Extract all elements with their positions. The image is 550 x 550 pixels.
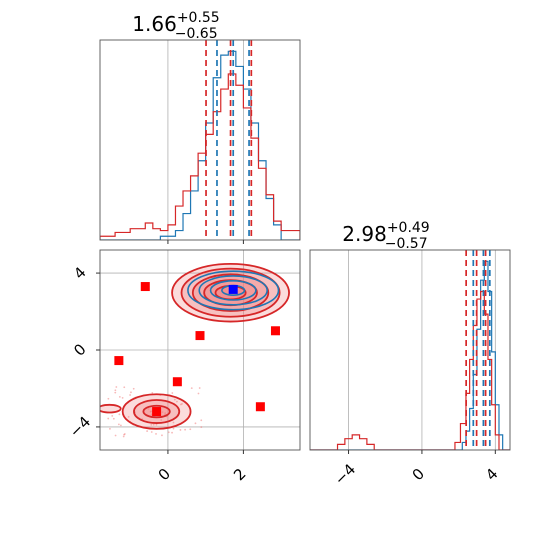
joint-sample-point xyxy=(151,392,154,394)
joint-sample-point xyxy=(173,398,176,401)
joint-sample-point xyxy=(167,431,170,434)
hx1-hist-red xyxy=(100,73,300,240)
joint-x-tick-label: 2 xyxy=(230,465,249,484)
joint-marker-red xyxy=(195,331,205,341)
hx1-title: 1.66+0.55 −0.65 xyxy=(132,10,219,42)
joint-sample-point xyxy=(132,387,135,390)
hx2-hist-blue xyxy=(310,260,510,450)
joint-sample-point xyxy=(200,426,203,428)
hx1-title-sup: +0.55 xyxy=(177,10,220,26)
joint-sample-point xyxy=(107,417,110,420)
joint-sample-point xyxy=(149,410,152,413)
joint-sample-point xyxy=(179,403,182,406)
joint-x-tick-label: 0 xyxy=(155,465,174,484)
joint-sample-point xyxy=(123,386,126,389)
hx2-title-sup: +0.49 xyxy=(387,220,430,236)
joint-sample-point xyxy=(200,419,203,422)
joint-sample-point xyxy=(171,431,173,434)
joint-sample-point xyxy=(147,408,150,410)
joint-y-tick-label: 4 xyxy=(70,263,89,282)
joint-sample-point xyxy=(107,397,110,400)
joint-plot-area xyxy=(100,262,290,438)
joint-sample-point xyxy=(115,386,118,388)
joint-sample-point xyxy=(117,423,120,426)
joint-sample-point xyxy=(114,389,117,392)
joint-y-tick-label: 0 xyxy=(70,340,89,359)
hx1-title-value: 1.66 xyxy=(132,12,177,36)
joint-sample-point xyxy=(109,427,111,430)
joint-sample-point xyxy=(146,430,149,432)
hx2-axes-frame xyxy=(309,249,511,451)
hx2-title: 2.98+0.49 −0.57 xyxy=(342,220,429,252)
joint-sample-point xyxy=(155,433,157,435)
hx1-ticks xyxy=(167,240,244,244)
joint-sample-point xyxy=(172,421,175,424)
joint-sample-point xyxy=(176,400,178,403)
joint-sample-point xyxy=(190,387,193,390)
marginal-hist-x2-panel: −4 0 4 2.98+0.49 −0.57 xyxy=(309,220,511,489)
joint-marker-red xyxy=(172,377,182,387)
joint-sample-point xyxy=(189,428,192,431)
joint-sample-point xyxy=(155,423,158,426)
joint-contour-red xyxy=(100,403,122,414)
hx2-title-value: 2.98 xyxy=(342,222,387,246)
joint-sample-point xyxy=(118,413,121,416)
joint-marker-blue xyxy=(228,284,238,294)
hx2-hist-red xyxy=(310,290,510,450)
hx2-x-tick-label: 4 xyxy=(482,465,501,484)
joint-sample-point xyxy=(160,419,163,421)
joint-marker-red xyxy=(270,326,280,336)
joint-sample-point xyxy=(194,422,197,425)
joint-sample-point xyxy=(129,394,131,396)
joint-sample-point xyxy=(197,392,200,395)
joint-sample-point xyxy=(161,411,164,414)
hx1-title-sub: −0.65 xyxy=(175,26,218,42)
joint-sample-point xyxy=(172,427,175,430)
joint-sample-point xyxy=(123,433,125,436)
joint-sample-point xyxy=(130,391,132,394)
joint-sample-point xyxy=(118,395,121,398)
joint-sample-point xyxy=(152,423,155,426)
hx2-ticks: −4 0 4 xyxy=(331,450,502,489)
joint-sample-point xyxy=(127,415,130,418)
joint-marker-red xyxy=(140,282,150,292)
marginal-hist-x1-panel: 1.66+0.55 −0.65 xyxy=(99,10,301,244)
joint-sample-point xyxy=(171,392,174,394)
joint-contour-blue xyxy=(187,270,280,311)
joint-contour-blue xyxy=(209,279,257,301)
hx2-plot-area xyxy=(310,250,510,450)
joint-sample-point xyxy=(179,429,182,431)
hx1-axes-frame xyxy=(99,39,301,241)
joint-sample-point xyxy=(111,415,114,417)
hx2-title-sub: −0.57 xyxy=(385,236,428,252)
joint-sample-point xyxy=(198,387,201,389)
hx2-x-tick-label: −4 xyxy=(331,460,359,488)
joint-grid xyxy=(100,250,300,450)
joint-sample-point xyxy=(184,428,187,431)
joint-sample-point xyxy=(114,391,117,394)
hx1-plot-area xyxy=(100,40,300,240)
joint-sample-point xyxy=(164,412,167,414)
joint-contour-blue xyxy=(198,275,268,306)
joint-sample-point xyxy=(150,431,153,433)
joint-sample-point xyxy=(161,434,163,437)
hx2-x-tick-label: 0 xyxy=(409,465,428,484)
joint-y-tick-label: −4 xyxy=(66,413,94,441)
hx1-hist-blue xyxy=(100,50,300,240)
joint-marker-red xyxy=(255,402,265,412)
joint-marker-red xyxy=(114,356,124,366)
joint-sample-point xyxy=(122,435,125,438)
joint-density-panel: 0 2 −4 0 4 xyxy=(66,249,301,484)
joint-sample-point xyxy=(121,396,124,399)
joint-sample-point xyxy=(119,424,122,427)
joint-sample-point xyxy=(112,417,115,420)
joint-marker-red xyxy=(152,407,162,417)
joint-sample-point xyxy=(114,434,117,437)
joint-sample-point xyxy=(150,424,153,426)
